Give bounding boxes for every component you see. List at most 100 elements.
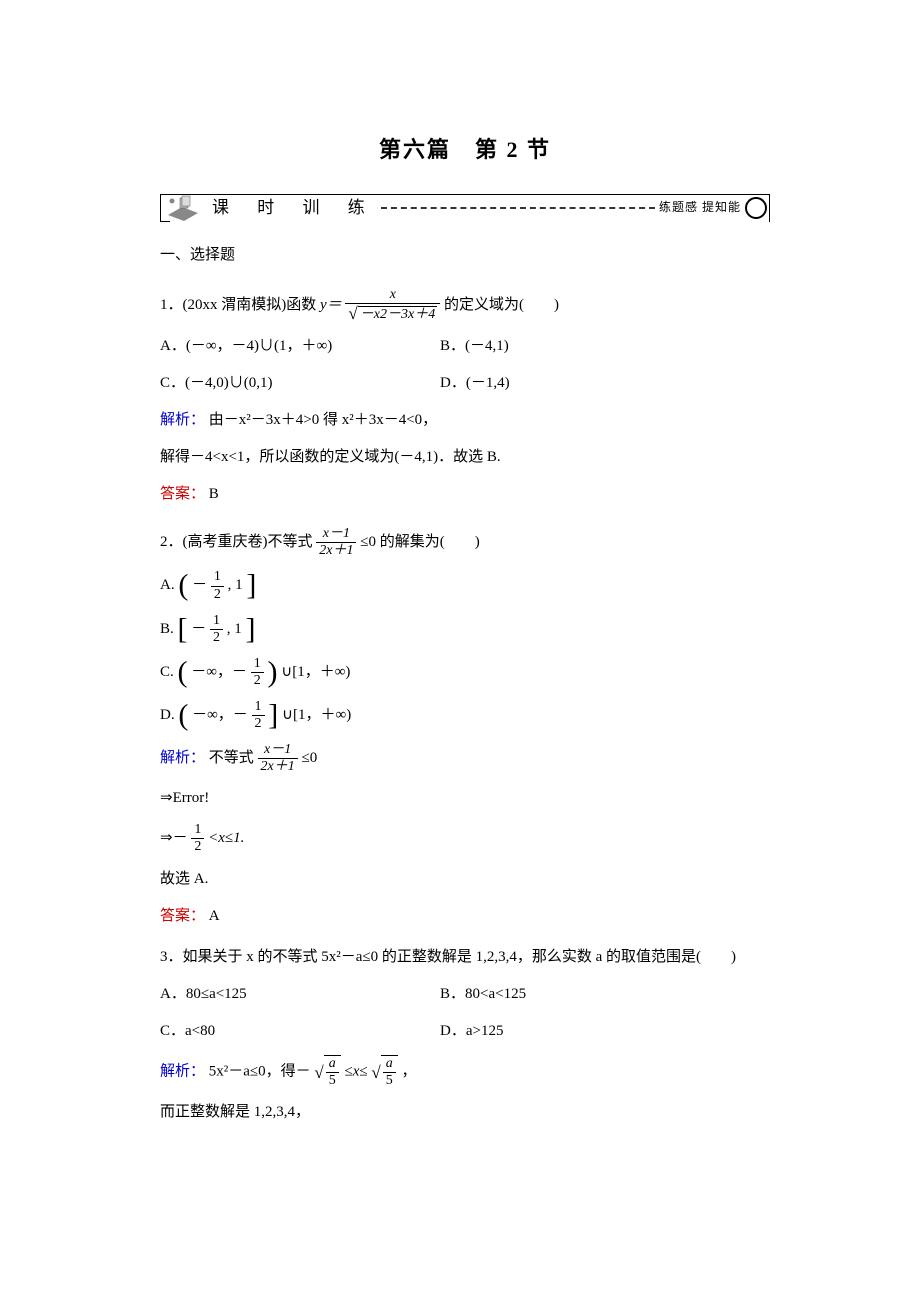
q1-jiexi2: 解得－4<x<1，所以函数的定义域为(－4,1)．故选 B. [160,444,770,471]
q2-jiexi-pre: 不等式 [209,750,254,766]
paren-l-icon: ( [178,569,188,602]
q1-answer-val: B [209,486,219,502]
q1-frac-num: x [345,287,440,304]
q1-frac-den: √ －x2－3x＋4 [345,304,440,324]
q1-sqrt-body: －x2－3x＋4 [358,306,437,323]
q2-optA: A. ( － 1 2 , 1 ] [160,569,770,602]
half-num: 1 [211,569,224,586]
q1-optD: D．(－1,4) [440,370,720,397]
q1-optA: A．(－∞，－4)∪(1，＋∞) [160,333,440,360]
q2-imp2-tail: <x≤1. [208,830,244,846]
q2-frac: x－1 2x＋1 [316,526,356,559]
q2-A-neg: － [192,577,207,593]
q1-jiexi1-text: 由－x²－3x＋4>0 得 x²＋3x－4<0， [209,412,437,428]
q2-A-label: A. [160,577,175,593]
half-den: 2 [211,587,224,603]
q1-fraction: x √ －x2－3x＋4 [345,287,440,324]
q3-af2: a 5 [383,1056,396,1089]
q2-A-half: 1 2 [211,569,224,602]
q3-jiexi-pre: 5x²－a≤0，得－ [209,1063,311,1079]
q2-jiexi-tail: ≤0 [302,750,318,766]
a-num: a [383,1056,396,1073]
circle-icon [745,197,767,219]
q2-imp2-half: 1 2 [191,822,204,855]
q2-C-label: C. [160,664,174,680]
q2-B-half: 1 2 [210,613,223,646]
q2-B-neg: － [191,621,206,637]
q1-jiexi1: 解析： 由－x²－3x＋4>0 得 x²＋3x－4<0， [160,407,770,434]
half-den: 2 [210,630,223,646]
five-den: 5 [326,1073,339,1089]
banner-left-text: 课 时 训 练 [212,193,377,224]
q3-jiexi-mid: ≤x≤ [345,1063,368,1079]
q2-C-pre: －∞，－ [191,664,247,680]
q2-answer-val: A [209,908,220,924]
bracket-r-icon: ] [246,612,256,645]
q1-row2: C．(－4,0)∪(0,1) D．(－1,4) [160,370,770,397]
q2-imp2: ⇒－ 1 2 <x≤1. [160,822,770,855]
q3-row2: C．a<80 D．a>125 [160,1018,770,1045]
q1-optB: B．(－4,1) [440,333,720,360]
bracket-r-icon: ] [268,699,278,732]
q2-D-tail: ∪[1，＋∞) [282,707,351,723]
q3-optD: D．a>125 [440,1018,720,1045]
q2-optD: D. ( －∞，－ 1 2 ] ∪[1，＋∞) [160,699,770,732]
q2-D-label: D. [160,707,175,723]
q1-row1: A．(－∞，－4)∪(1，＋∞) B．(－4,1) [160,333,770,360]
q3-row1: A．80≤a<125 B．80<a<125 [160,981,770,1008]
half-num: 1 [210,613,223,630]
q3-sqrt2: √ a 5 [371,1055,397,1089]
q3-jiexi-end: ， [401,1063,416,1079]
paren-r-icon: ) [267,655,277,688]
q2-frac-den: 2x＋1 [316,543,356,559]
jiexi-label: 解析： [160,412,205,428]
sqrt-icon: √ [371,1058,380,1089]
q2-gu: 故选 A. [160,866,770,893]
q1-sqrt: √ －x2－3x＋4 [348,304,437,324]
paren-l-icon: ( [178,655,188,688]
q2-optC: C. ( －∞，－ 1 2 ) ∪[1，＋∞) [160,656,770,689]
banner-left-border [160,194,170,222]
q2-D-half: 1 2 [252,699,265,732]
q2-jfrac-num: x－1 [258,742,298,759]
q3-jiexi: 解析： 5x²－a≤0，得－ √ a 5 ≤x≤ √ a 5 ， [160,1055,770,1089]
q3-stem: 3．如果关于 x 的不等式 5x²－a≤0 的正整数解是 1,2,3,4，那么实… [160,944,770,971]
section-heading: 一、选择题 [160,242,770,269]
q3-af1: a 5 [326,1056,339,1089]
q2-optB: B. [ － 1 2 , 1 ] [160,613,770,646]
half-num: 1 [252,699,265,716]
q2-jiexi-frac: x－1 2x＋1 [258,742,298,775]
answer-label: 答案： [160,908,205,924]
q3-optA: A．80≤a<125 [160,981,440,1008]
half-num: 1 [251,656,264,673]
q1-stem: 1．(20xx 渭南模拟)函数 y＝ x √ －x2－3x＋4 的定义域为( ) [160,287,770,324]
q1-optC: C．(－4,0)∪(0,1) [160,370,440,397]
q2-stem: 2．(高考重庆卷)不等式 x－1 2x＋1 ≤0 的解集为( ) [160,526,770,559]
answer-label: 答案： [160,486,205,502]
half-num: 1 [191,822,204,839]
q3-optB: B．80<a<125 [440,981,720,1008]
q2-answer: 答案： A [160,903,770,930]
section-banner: 课 时 训 练 练题感 提知能 [160,194,770,222]
sqrt-icon: √ [314,1058,323,1089]
bracket-r-icon: ] [246,569,256,602]
q1-y: y＝ [320,296,342,312]
half-den: 2 [251,673,264,689]
q2-imp2-pre: ⇒－ [160,830,188,846]
q2-D-pre: －∞，－ [192,707,248,723]
q3-optC: C．a<80 [160,1018,440,1045]
q2-C-tail: ∪[1，＋∞) [281,664,350,680]
paren-l-icon: ( [178,699,188,732]
q2-stem-prefix: 2．(高考重庆卷)不等式 [160,534,313,550]
q2-frac-num: x－1 [316,526,356,543]
q2-stem-mid: ≤0 的解集为( ) [360,534,479,550]
q2-jiexi: 解析： 不等式 x－1 2x＋1 ≤0 [160,742,770,775]
q1-stem-prefix: 1．(20xx 渭南模拟)函数 [160,296,320,312]
banner-dash [381,207,655,209]
q3-sqrt1: √ a 5 [314,1055,340,1089]
five-den: 5 [383,1073,396,1089]
half-den: 2 [252,716,265,732]
q2-A-end: , 1 [228,577,243,593]
q3-jiexi2: 而正整数解是 1,2,3,4， [160,1099,770,1126]
q2-err: ⇒Error! [160,785,770,812]
